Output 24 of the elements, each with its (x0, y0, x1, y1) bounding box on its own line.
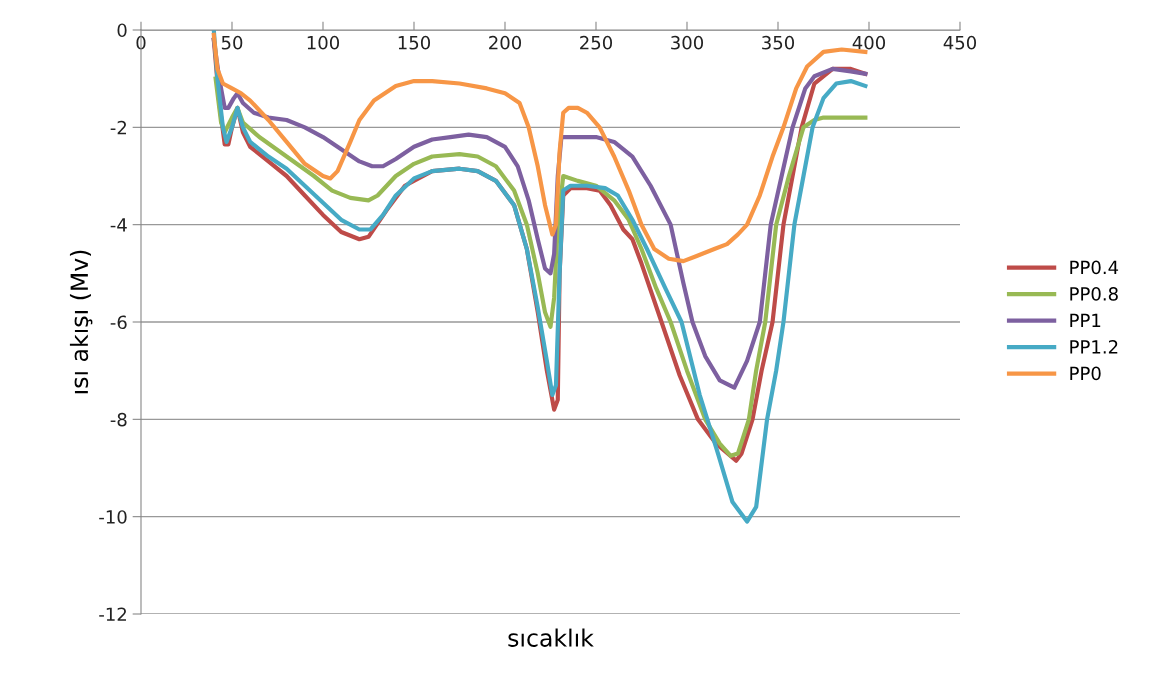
x-tick-label: 300 (671, 35, 704, 50)
x-axis-title: sıcaklık (508, 628, 594, 647)
legend-label: PP1.2 (1070, 340, 1118, 354)
x-tick-label: 350 (762, 35, 795, 50)
y-tick-label: -2 (110, 120, 126, 135)
x-tick-label: 450 (943, 35, 977, 50)
legend-label: PP0.4 (1070, 260, 1119, 275)
y-tick-label: -8 (110, 412, 127, 427)
legend-label: PP0 (1070, 366, 1101, 381)
y-axis-title: ısı akışı (Mv) (69, 250, 93, 394)
y-tick-label: -4 (110, 218, 127, 232)
y-tick-label: -10 (99, 510, 127, 524)
x-tick-label: 200 (489, 35, 522, 50)
y-tick-label: -12 (99, 607, 126, 621)
x-tick-label: 50 (221, 35, 243, 50)
y-tick-label: 0 (117, 23, 127, 38)
x-tick-label: 0 (136, 35, 146, 50)
y-tick-label: -6 (110, 315, 127, 330)
legend-label: PP1 (1070, 313, 1101, 327)
legend-label: PP0.8 (1070, 287, 1118, 301)
x-tick-label: 250 (580, 35, 613, 50)
x-tick-label: 100 (307, 35, 340, 50)
x-tick-label: 150 (398, 35, 431, 50)
x-tick-label: 400 (852, 35, 886, 50)
